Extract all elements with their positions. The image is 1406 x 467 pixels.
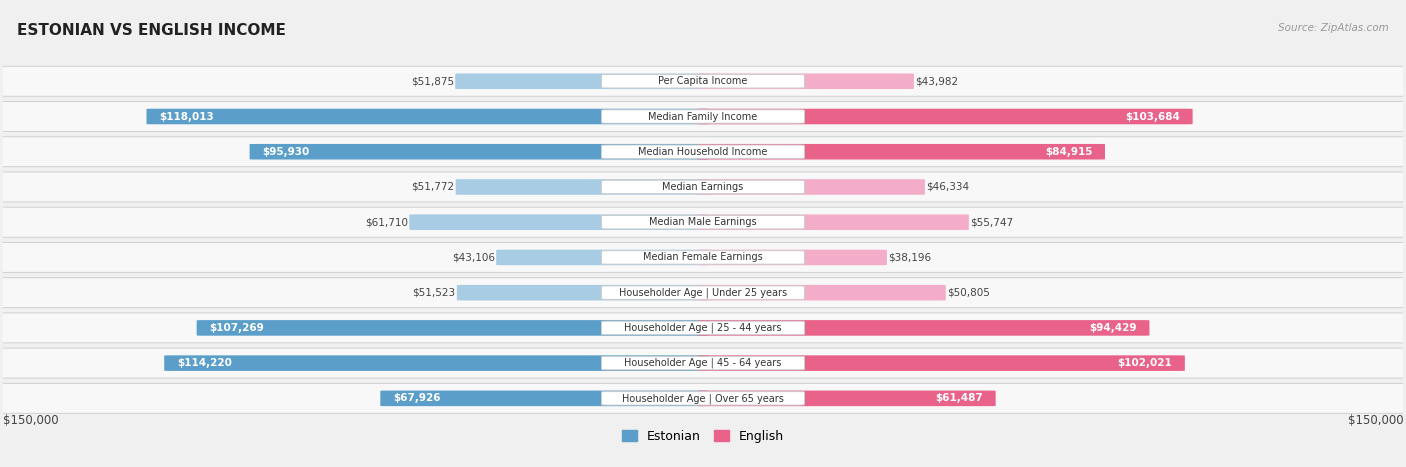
Text: $150,000: $150,000 xyxy=(1347,414,1403,427)
FancyBboxPatch shape xyxy=(456,73,709,89)
Text: $102,021: $102,021 xyxy=(1118,358,1173,368)
Text: $55,747: $55,747 xyxy=(970,217,1014,227)
Text: $50,805: $50,805 xyxy=(948,288,990,297)
Text: Householder Age | 45 - 64 years: Householder Age | 45 - 64 years xyxy=(624,358,782,368)
FancyBboxPatch shape xyxy=(697,73,914,89)
Text: Median Male Earnings: Median Male Earnings xyxy=(650,217,756,227)
Text: Median Household Income: Median Household Income xyxy=(638,147,768,157)
FancyBboxPatch shape xyxy=(0,137,1406,167)
Text: $150,000: $150,000 xyxy=(3,414,59,427)
FancyBboxPatch shape xyxy=(697,285,946,300)
Legend: Estonian, English: Estonian, English xyxy=(617,425,789,448)
Text: $118,013: $118,013 xyxy=(159,112,214,121)
FancyBboxPatch shape xyxy=(0,242,1406,272)
Text: $84,915: $84,915 xyxy=(1045,147,1092,157)
FancyBboxPatch shape xyxy=(602,180,804,194)
FancyBboxPatch shape xyxy=(697,144,1105,160)
FancyBboxPatch shape xyxy=(0,348,1406,378)
FancyBboxPatch shape xyxy=(457,285,709,300)
FancyBboxPatch shape xyxy=(602,215,804,229)
Text: ESTONIAN VS ENGLISH INCOME: ESTONIAN VS ENGLISH INCOME xyxy=(17,23,285,38)
Text: $43,106: $43,106 xyxy=(451,253,495,262)
FancyBboxPatch shape xyxy=(496,250,709,265)
Text: Source: ZipAtlas.com: Source: ZipAtlas.com xyxy=(1278,23,1389,33)
FancyBboxPatch shape xyxy=(409,214,709,230)
Text: Per Capita Income: Per Capita Income xyxy=(658,76,748,86)
FancyBboxPatch shape xyxy=(197,320,709,336)
Text: $51,772: $51,772 xyxy=(411,182,454,192)
Text: $107,269: $107,269 xyxy=(209,323,264,333)
Text: $43,982: $43,982 xyxy=(915,76,959,86)
FancyBboxPatch shape xyxy=(250,144,709,160)
FancyBboxPatch shape xyxy=(602,110,804,123)
FancyBboxPatch shape xyxy=(146,109,709,124)
FancyBboxPatch shape xyxy=(602,75,804,88)
FancyBboxPatch shape xyxy=(697,250,887,265)
Text: $61,710: $61,710 xyxy=(366,217,408,227)
FancyBboxPatch shape xyxy=(602,356,804,370)
Text: $103,684: $103,684 xyxy=(1125,112,1180,121)
FancyBboxPatch shape xyxy=(0,66,1406,96)
FancyBboxPatch shape xyxy=(0,383,1406,413)
FancyBboxPatch shape xyxy=(697,214,969,230)
FancyBboxPatch shape xyxy=(602,286,804,299)
Text: $95,930: $95,930 xyxy=(262,147,309,157)
Text: $46,334: $46,334 xyxy=(927,182,969,192)
FancyBboxPatch shape xyxy=(0,172,1406,202)
Text: $94,429: $94,429 xyxy=(1090,323,1137,333)
Text: Householder Age | Under 25 years: Householder Age | Under 25 years xyxy=(619,287,787,298)
FancyBboxPatch shape xyxy=(602,251,804,264)
Text: $51,523: $51,523 xyxy=(412,288,456,297)
Text: Median Family Income: Median Family Income xyxy=(648,112,758,121)
Text: Householder Age | 25 - 44 years: Householder Age | 25 - 44 years xyxy=(624,323,782,333)
FancyBboxPatch shape xyxy=(0,278,1406,308)
FancyBboxPatch shape xyxy=(602,392,804,405)
FancyBboxPatch shape xyxy=(697,390,995,406)
FancyBboxPatch shape xyxy=(697,320,1150,336)
FancyBboxPatch shape xyxy=(380,390,709,406)
Text: $61,487: $61,487 xyxy=(935,393,983,403)
FancyBboxPatch shape xyxy=(602,321,804,335)
FancyBboxPatch shape xyxy=(0,207,1406,237)
FancyBboxPatch shape xyxy=(697,109,1192,124)
FancyBboxPatch shape xyxy=(0,313,1406,343)
Text: $51,875: $51,875 xyxy=(411,76,454,86)
Text: Householder Age | Over 65 years: Householder Age | Over 65 years xyxy=(621,393,785,403)
Text: $67,926: $67,926 xyxy=(392,393,440,403)
Text: Median Earnings: Median Earnings xyxy=(662,182,744,192)
Text: Median Female Earnings: Median Female Earnings xyxy=(643,253,763,262)
FancyBboxPatch shape xyxy=(165,355,709,371)
Text: $38,196: $38,196 xyxy=(889,253,931,262)
FancyBboxPatch shape xyxy=(602,145,804,158)
FancyBboxPatch shape xyxy=(0,101,1406,132)
FancyBboxPatch shape xyxy=(697,179,925,195)
FancyBboxPatch shape xyxy=(697,355,1185,371)
Text: $114,220: $114,220 xyxy=(177,358,232,368)
FancyBboxPatch shape xyxy=(456,179,709,195)
